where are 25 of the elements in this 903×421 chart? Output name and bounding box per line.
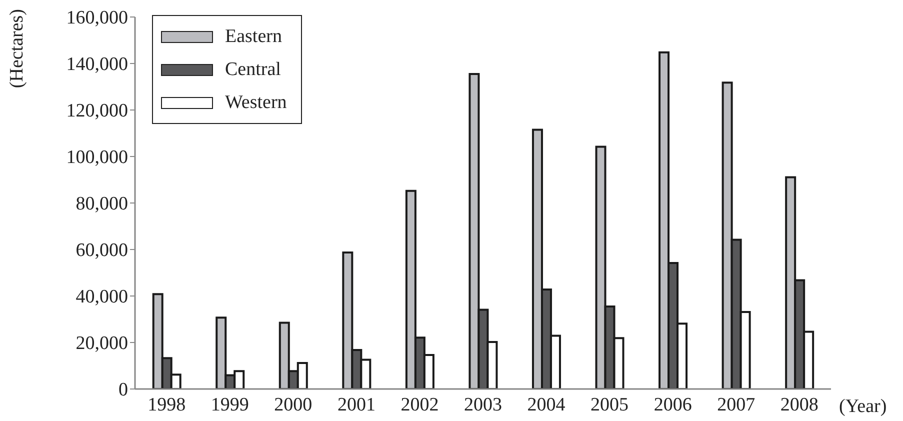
y-tick-label: 120,000 xyxy=(66,100,128,122)
x-tick-label: 2005 xyxy=(590,394,629,416)
x-tick-label: 2007 xyxy=(717,394,756,416)
x-tick-label: 2001 xyxy=(337,394,376,416)
y-axis-title: (Hectares) xyxy=(6,9,28,88)
x-tick-label: 2006 xyxy=(654,394,692,416)
x-tick-label: 2000 xyxy=(274,394,312,416)
x-tick-label: 1999 xyxy=(210,394,249,416)
x-tick-label: 2003 xyxy=(464,394,502,416)
y-tick-label: 20,000 xyxy=(76,333,128,354)
y-tick-label: 40,000 xyxy=(76,286,128,308)
legend-label: Western xyxy=(225,92,287,114)
x-axis-title: (Year) xyxy=(839,396,887,417)
x-tick-label: 2008 xyxy=(780,394,818,416)
y-tick-label: 0 xyxy=(118,380,128,401)
x-tick-label: 1998 xyxy=(148,394,186,416)
x-tick-label: 2004 xyxy=(527,394,566,416)
y-tick-label: 160,000 xyxy=(66,8,128,29)
legend-label: Central xyxy=(225,58,281,80)
y-tick-label: 80,000 xyxy=(76,194,128,215)
y-tick-label: 100,000 xyxy=(66,147,128,168)
legend-label: Eastern xyxy=(225,26,282,48)
y-tick-label: 60,000 xyxy=(76,240,128,262)
y-tick-label: 140,000 xyxy=(66,54,128,76)
x-tick-label: 2002 xyxy=(400,394,439,416)
